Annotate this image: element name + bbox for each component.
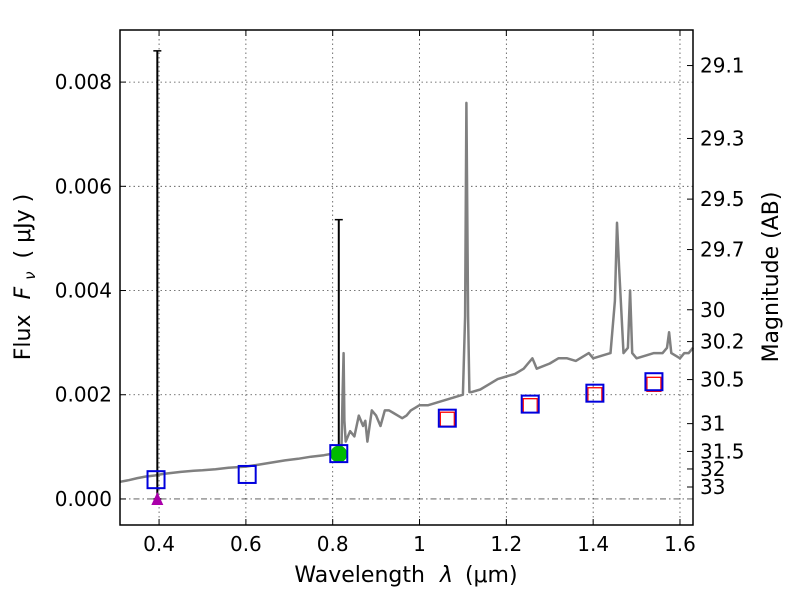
model-point: [585, 383, 605, 403]
x-tick-label: 1.2: [490, 532, 522, 556]
y-axis-label-symbol: F: [11, 286, 36, 299]
x-axis-label: Wavelength λ (μm): [294, 563, 517, 588]
model-point: [437, 408, 457, 428]
mag-tick-label: 31.5: [700, 439, 745, 463]
model-point: [237, 464, 257, 484]
y-tick-label: 0.002: [55, 383, 112, 407]
mag-tick-label: 32: [700, 457, 725, 481]
mag-tick-label: 29.3: [700, 126, 745, 150]
x-tick-label: 1.4: [577, 532, 609, 556]
x-tick-label: 1: [413, 532, 426, 556]
y-tick-label: 0.006: [55, 174, 112, 198]
detection-point: [330, 445, 348, 463]
x-tick-label: 0.4: [143, 532, 175, 556]
mag-tick-label: 29.5: [700, 187, 745, 211]
spectrum-line: [119, 101, 694, 484]
mag-tick-label: 29.1: [700, 54, 745, 78]
x-axis-label-text: Wavelength: [294, 563, 425, 588]
y-axis-label-text: Flux: [11, 314, 36, 360]
mag-tick-label: 33: [700, 475, 725, 499]
y-axis-label-subscript: ν: [21, 271, 39, 279]
plot-frame: [119, 29, 694, 526]
x-tick-label: 0.8: [317, 532, 349, 556]
upper-limit-point: [151, 491, 164, 505]
y-tick-label: 0.004: [55, 279, 112, 303]
model-point: [329, 444, 349, 464]
x-tick-label: 0.6: [230, 532, 262, 556]
y-axis-label: Flux F ν ( μJy ): [11, 194, 41, 360]
model-point: [644, 372, 664, 392]
axes: 0.4 0.6 0.8 1 1.2 1.4 1.6 0.000 0.002 0.004 0.006 0…: [55, 30, 745, 556]
mag-tick-label: 29.7: [700, 238, 745, 262]
series: [119, 50, 694, 505]
mag-tick-label: 31: [700, 412, 725, 436]
x-tick-label: 1.6: [664, 532, 696, 556]
y-tick-label: 0.008: [55, 70, 112, 94]
y-axis-label-unit: ( μJy ): [11, 194, 36, 259]
y2-axis-label: Magnitude (AB): [759, 192, 784, 363]
x-axis-label-unit: (μm): [465, 563, 518, 588]
x-axis-label-symbol: λ: [439, 563, 453, 588]
model-point: [520, 394, 540, 414]
model-point: [146, 470, 166, 490]
mag-tick-label: 30.5: [700, 368, 745, 392]
grid: [120, 30, 693, 525]
y-tick-label: 0.000: [55, 487, 112, 511]
mag-tick-label: 30.2: [700, 330, 745, 354]
mag-tick-label: 30: [700, 298, 725, 322]
observed-point: [646, 376, 662, 392]
